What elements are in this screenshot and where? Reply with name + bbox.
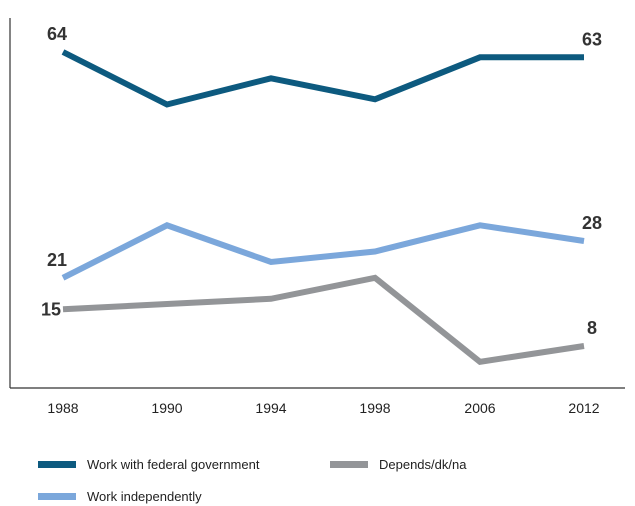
data-label-layer: 64 63 21 28 15 8 (41, 24, 602, 338)
data-label-0-1: 63 (582, 29, 602, 49)
legend-label-2: Depends/dk/na (379, 457, 467, 472)
x-tick-label-0: 1988 (47, 400, 78, 416)
data-label-0-0: 64 (47, 24, 67, 44)
x-tick-label-5: 2012 (568, 400, 599, 416)
x-tick-labels: 1988 1990 1994 1998 2006 2012 (47, 400, 599, 416)
x-tick-label-2: 1994 (255, 400, 286, 416)
data-label-1-0: 21 (47, 250, 67, 270)
legend: Work with federal government Depends/dk/n… (38, 457, 467, 504)
legend-swatch-1 (38, 493, 76, 500)
series-layer (61, 49, 585, 365)
legend-label-1: Work independently (87, 489, 202, 504)
x-tick-label-4: 2006 (464, 400, 495, 416)
series-line-1 (61, 222, 585, 281)
series-line-2 (62, 274, 585, 365)
data-label-2-0: 15 (41, 299, 61, 319)
legend-swatch-2 (330, 461, 368, 468)
legend-swatch-0 (38, 461, 76, 468)
x-tick-label-1: 1990 (151, 400, 182, 416)
x-tick-label-3: 1998 (359, 400, 390, 416)
data-label-2-1: 8 (587, 318, 597, 338)
legend-label-0: Work with federal government (87, 457, 260, 472)
series-line-0 (61, 49, 584, 108)
data-label-1-1: 28 (582, 213, 602, 233)
